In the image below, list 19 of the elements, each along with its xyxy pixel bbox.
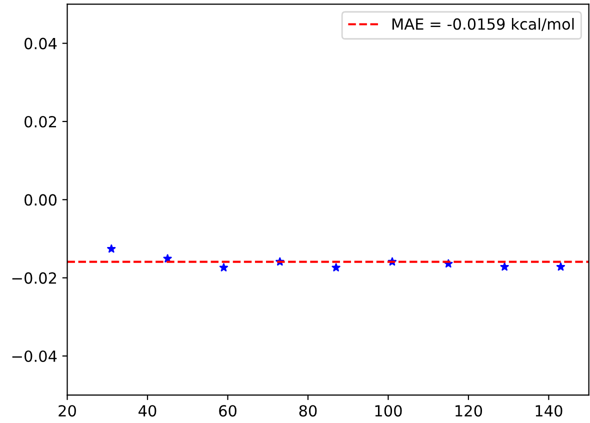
y-tick-label: −0.04 — [12, 350, 57, 362]
legend-label: MAE = -0.0159 kcal/mol — [392, 18, 574, 32]
point — [500, 262, 509, 271]
point — [219, 263, 228, 272]
x-tick-label: 140 — [536, 405, 562, 417]
point — [163, 254, 172, 262]
x-tick-label: 40 — [138, 405, 156, 417]
x-tick-label: 80 — [299, 405, 317, 417]
x-tick-label: 120 — [456, 405, 482, 417]
x-tick-label: 100 — [375, 405, 402, 417]
y-tick-label: 0.02 — [24, 116, 56, 128]
y-tick-label: 0.04 — [24, 38, 57, 50]
point — [332, 263, 340, 272]
y-tick-label: −0.02 — [12, 272, 56, 284]
x-tick-label: 60 — [219, 405, 236, 417]
y-tick-label: 0.00 — [24, 194, 57, 206]
point — [107, 244, 116, 253]
point — [556, 262, 566, 271]
x-tick-label: 20 — [58, 405, 76, 417]
